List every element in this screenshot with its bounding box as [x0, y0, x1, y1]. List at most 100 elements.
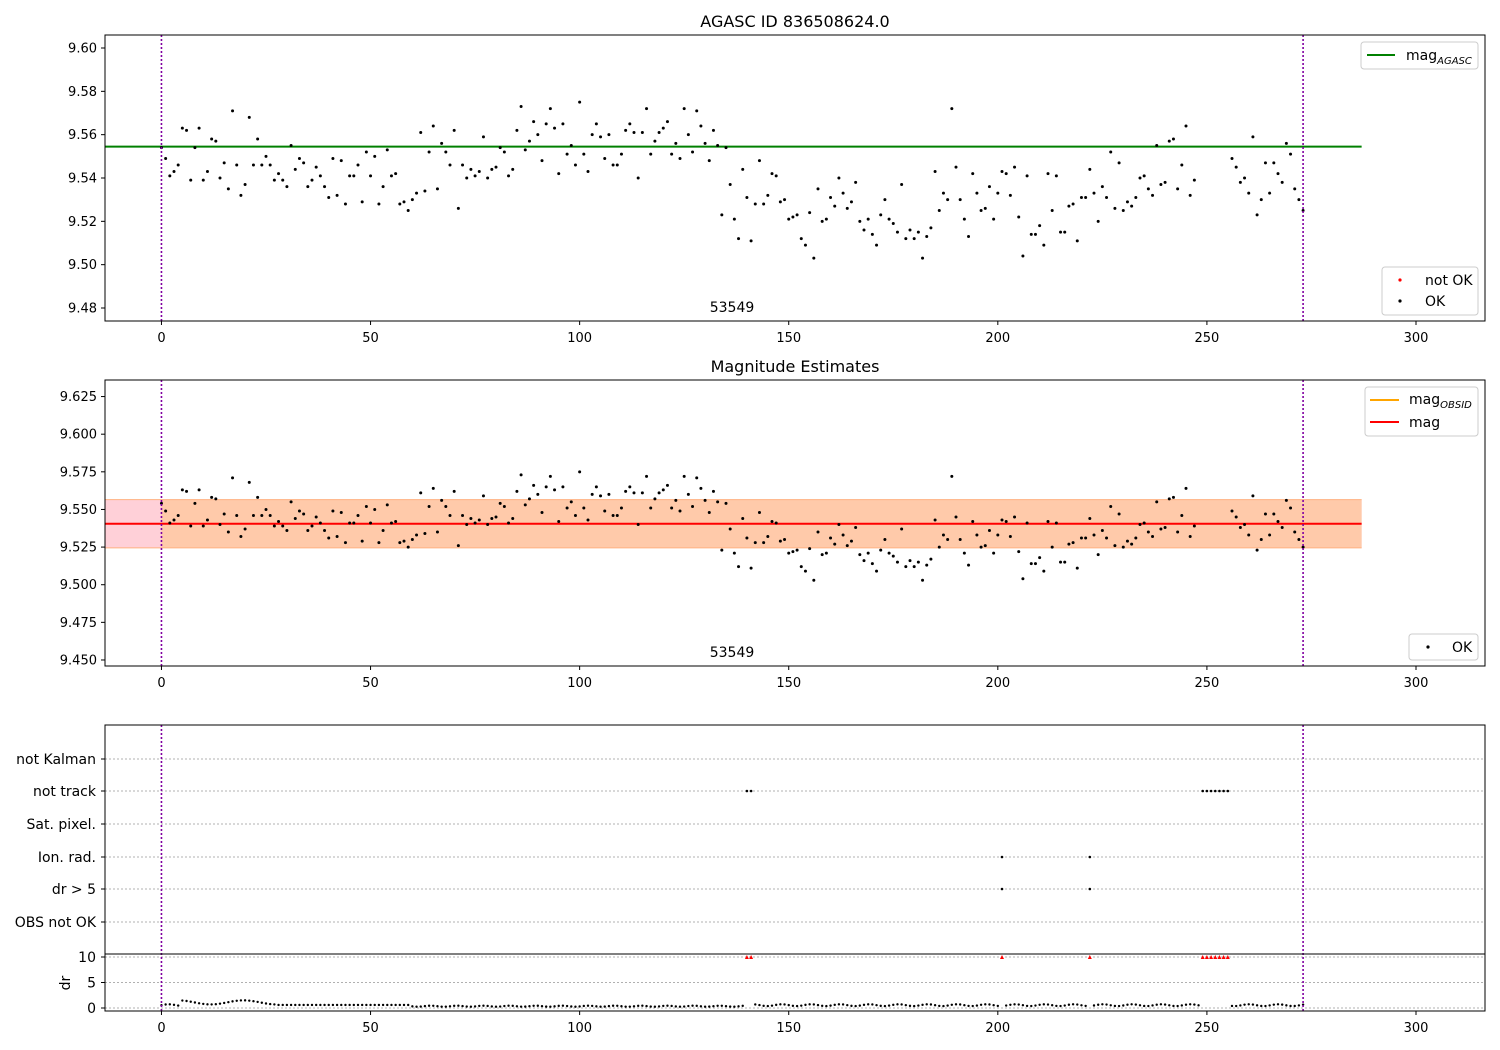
x-tick-label: 50 [362, 331, 379, 346]
ok-point [323, 529, 327, 533]
dr-point [402, 1003, 406, 1007]
ok-point [415, 191, 419, 195]
ok-point [678, 509, 682, 513]
ok-point [477, 170, 481, 173]
dr-point [1159, 1003, 1163, 1006]
ok-point [356, 163, 360, 167]
ok-point [590, 133, 594, 137]
dr-point [862, 1003, 866, 1007]
flag-point [1201, 789, 1205, 793]
dr-point [507, 1004, 510, 1007]
ok-point [1251, 135, 1255, 139]
dr-point [787, 1003, 790, 1007]
ok-point [820, 553, 824, 557]
ok-point [611, 163, 615, 167]
dr-point [900, 1003, 903, 1006]
ok-point [996, 533, 1000, 537]
dr-point [984, 1003, 987, 1006]
dr-point [1289, 1004, 1292, 1008]
dr-point [708, 1005, 711, 1008]
ok-point [1088, 167, 1092, 171]
dr-point [1117, 1004, 1121, 1008]
ok-point [239, 535, 243, 539]
dr-point [465, 1005, 468, 1008]
dr-point [1280, 1003, 1284, 1006]
y-tick-label: 9.50 [68, 258, 97, 273]
ok-point [1071, 541, 1075, 545]
ok-point [891, 222, 895, 225]
dr-point [331, 1003, 335, 1007]
dr-point [478, 1004, 481, 1008]
ok-point [415, 533, 419, 537]
dr-point [728, 1005, 732, 1008]
dr-point [277, 1003, 280, 1007]
ok-point [795, 548, 799, 552]
dr-point [1255, 1004, 1259, 1007]
ok-point [310, 524, 314, 528]
ok-point [870, 232, 874, 236]
dr-point [674, 1005, 678, 1008]
ok-point [1163, 526, 1167, 530]
dr-point [1080, 1004, 1083, 1007]
ok-point [979, 545, 983, 549]
dr-point [603, 1005, 606, 1008]
ok-point [1000, 518, 1004, 522]
ok-point [845, 206, 849, 210]
ok-point [1289, 506, 1293, 510]
ok-point [235, 513, 239, 517]
dr-point [197, 1002, 201, 1005]
ok-point [929, 557, 933, 561]
ok-point [331, 509, 335, 513]
dr-point [1168, 1004, 1171, 1007]
ok-point [348, 174, 352, 178]
ok-point [578, 100, 582, 104]
ok-point [862, 559, 866, 563]
dr-point [687, 1004, 690, 1008]
dr-point [1184, 1003, 1188, 1006]
ok-point [774, 174, 778, 178]
ok-point [879, 213, 883, 217]
dr-point [490, 1005, 494, 1008]
legend-not-ok-label: not OK [1425, 273, 1473, 289]
dr-point [1180, 1004, 1184, 1007]
ok-point [883, 198, 887, 202]
ok-point [373, 507, 377, 511]
dr-point [1142, 1004, 1146, 1008]
ok-point [766, 193, 770, 197]
ok-point [511, 516, 515, 520]
ok-point [1042, 569, 1046, 573]
ok-point [1293, 187, 1297, 191]
flag-label: dr > 5 [52, 882, 96, 898]
dr-point [816, 1003, 820, 1007]
ok-point [1284, 498, 1288, 502]
ok-point [1234, 515, 1238, 519]
dr-point [235, 999, 238, 1002]
ok-point [1142, 521, 1146, 525]
ok-point [402, 200, 406, 204]
ok-point [632, 131, 636, 134]
dr-axis-label: dr [58, 975, 74, 990]
ok-point [1033, 232, 1037, 236]
ok-point [226, 187, 230, 191]
dr-point [645, 1004, 648, 1008]
ok-point [967, 235, 971, 238]
ok-point [657, 131, 661, 134]
ok-point [277, 172, 281, 176]
ok-point [670, 506, 674, 510]
ok-point [841, 191, 845, 195]
ok-point [799, 237, 803, 241]
dr-point [360, 1003, 364, 1007]
dr-point [879, 1004, 882, 1008]
dr-tick-label: 5 [87, 976, 96, 992]
ok-point [302, 161, 306, 165]
ok-point [624, 489, 628, 493]
dr-point [540, 1004, 544, 1008]
ok-point [364, 504, 368, 508]
ok-point [778, 200, 782, 204]
ok-point [197, 126, 201, 130]
ok-point [193, 501, 197, 505]
dr-point [348, 1003, 351, 1007]
dr-point [164, 1003, 167, 1006]
ok-point [845, 544, 849, 548]
ok-point [427, 150, 431, 154]
